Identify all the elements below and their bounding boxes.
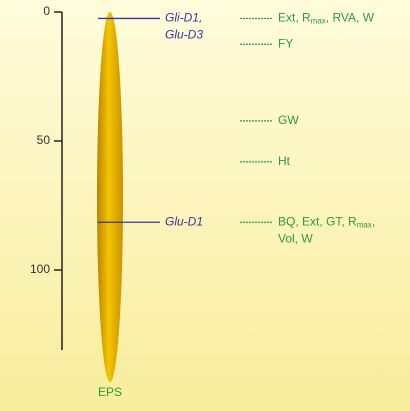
subscript: max xyxy=(357,220,372,229)
tick-label: 0 xyxy=(43,4,50,18)
label-part: FY xyxy=(278,36,293,50)
marker-label: Glu-D1 xyxy=(165,214,203,228)
marker-label: Glu-D3 xyxy=(165,28,203,42)
label-part: Vol, W xyxy=(278,231,313,245)
chromosome xyxy=(97,12,123,382)
trait-label: BQ, Ext, GT, Rmax, xyxy=(278,214,375,229)
trait-label: Ext, Rmax, RVA, W xyxy=(278,11,375,26)
label-part: , RVA, W xyxy=(326,11,375,25)
tick-label: 50 xyxy=(37,133,51,147)
label-part: BQ, Ext, GT, R xyxy=(278,214,357,228)
trait-label: Vol, W xyxy=(278,231,313,245)
subscript: max xyxy=(311,17,326,26)
label-part: Ext, R xyxy=(278,11,311,25)
tick-label: 100 xyxy=(30,262,50,276)
label-part: , xyxy=(372,214,375,228)
label-part: Ht xyxy=(278,154,291,168)
label-part: GW xyxy=(278,113,299,127)
chromosome-label: EPS xyxy=(98,385,122,399)
marker-label: Gli-D1, xyxy=(165,11,202,25)
trait-label: Ht xyxy=(278,154,291,168)
trait-label: GW xyxy=(278,113,299,127)
trait-label: FY xyxy=(278,36,293,50)
